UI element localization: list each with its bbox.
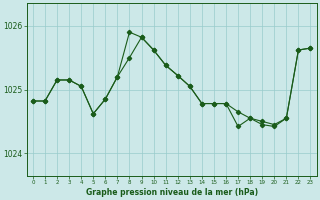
X-axis label: Graphe pression niveau de la mer (hPa): Graphe pression niveau de la mer (hPa) <box>86 188 258 197</box>
